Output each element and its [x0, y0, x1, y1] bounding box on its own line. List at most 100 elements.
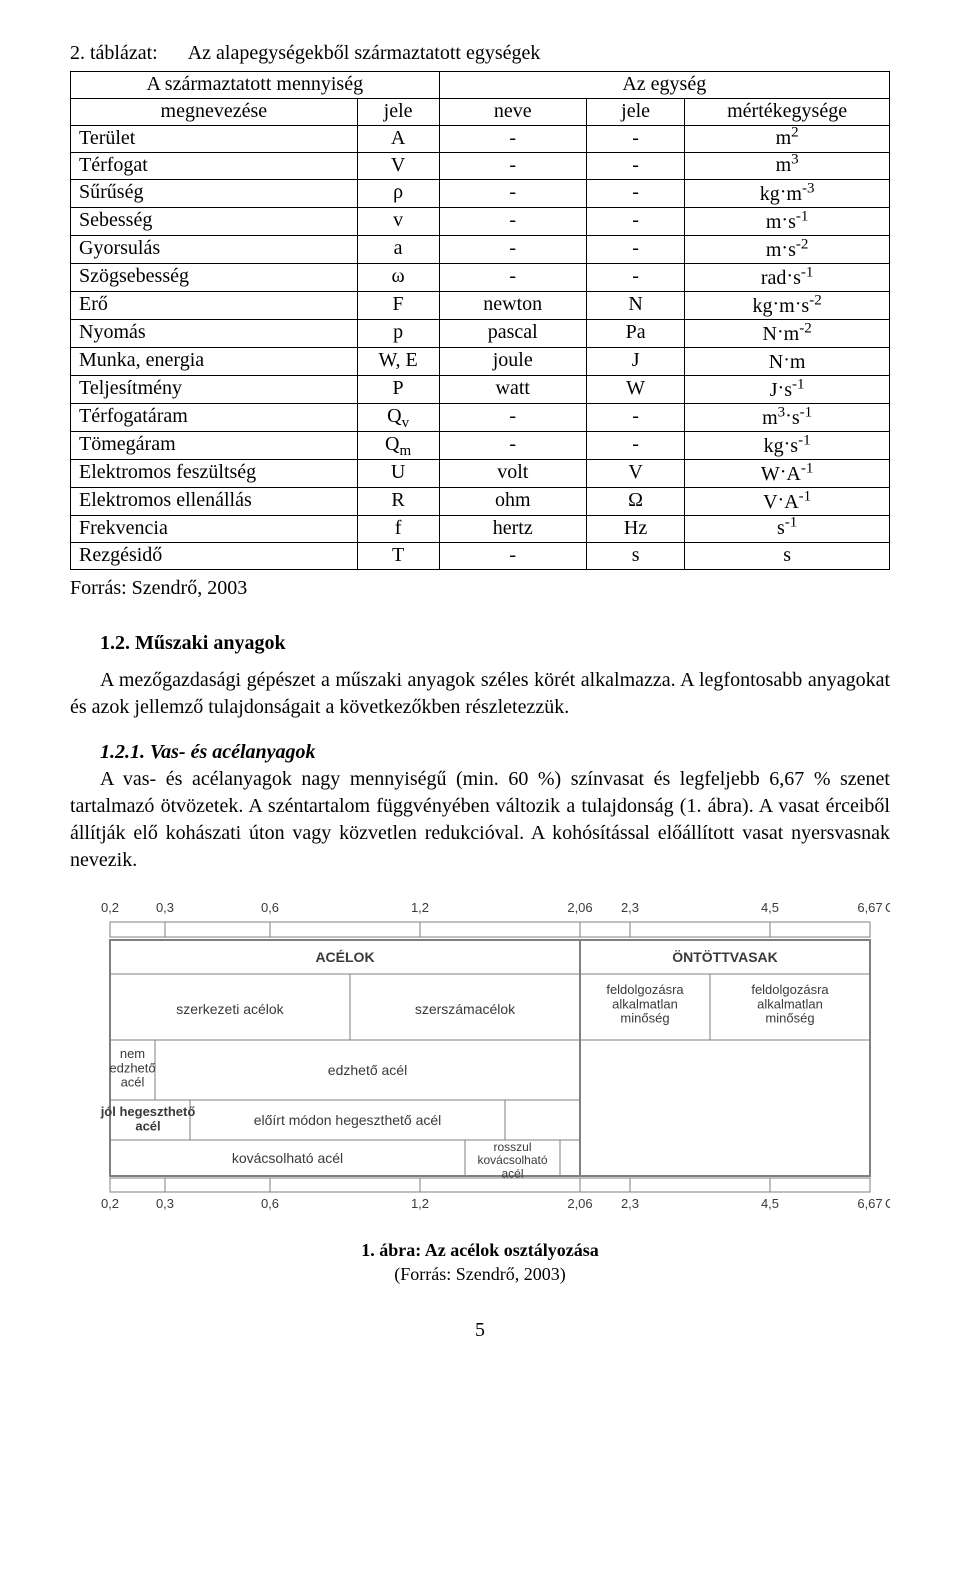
table-cell: newton: [439, 292, 586, 320]
svg-text:szerkezeti acélok: szerkezeti acélok: [176, 1001, 284, 1017]
table-cell: -: [439, 153, 586, 180]
table-cell: F: [357, 292, 439, 320]
table-cell: -: [439, 236, 586, 264]
table-cell: Frekvencia: [71, 516, 358, 543]
table-cell: N·m: [685, 348, 890, 376]
table-row: Sűrűségρ--kg·m-3: [71, 180, 890, 208]
svg-text:ACÉLOK: ACÉLOK: [315, 949, 374, 965]
table-cell: Qm: [357, 432, 439, 460]
table-cell: s: [685, 543, 890, 570]
table-cell: pascal: [439, 320, 586, 348]
svg-text:0,2: 0,2: [101, 900, 119, 915]
svg-text:ÖNTÖTTVASAK: ÖNTÖTTVASAK: [672, 949, 778, 965]
table-row: FrekvenciafhertzHzs-1: [71, 516, 890, 543]
table-subheader: jele: [586, 99, 684, 126]
table-row: Munka, energiaW, EjouleJN·m: [71, 348, 890, 376]
table-cell: V·A-1: [685, 488, 890, 516]
svg-text:0,3: 0,3: [156, 900, 174, 915]
table-cell: kg·m-3: [685, 180, 890, 208]
table-cell: -: [439, 264, 586, 292]
table-cell: Hz: [586, 516, 684, 543]
svg-text:6,67: 6,67: [857, 900, 882, 915]
table-cell: V: [586, 460, 684, 488]
svg-text:1,2: 1,2: [411, 900, 429, 915]
svg-text:nemedzhetőacél: nemedzhetőacél: [109, 1046, 155, 1090]
table-cell: hertz: [439, 516, 586, 543]
table-caption: 2. táblázat: Az alapegységekből származt…: [70, 40, 890, 67]
subsection-heading-1-2-1: 1.2.1. Vas- és acélanyagok: [100, 739, 890, 766]
section-heading-1-2: 1.2. Műszaki anyagok: [100, 630, 890, 657]
svg-text:2,3: 2,3: [621, 1196, 639, 1211]
paragraph-materials-intro: A mezőgazdasági gépészet a műszaki anyag…: [70, 667, 890, 721]
svg-text:C [%]: C [%]: [885, 1196, 890, 1211]
svg-text:4,5: 4,5: [761, 900, 779, 915]
table-row: Elektromos feszültségUvoltVW·A-1: [71, 460, 890, 488]
table-cell: Gyorsulás: [71, 236, 358, 264]
derived-units-table-block: 2. táblázat: Az alapegységekből származt…: [70, 40, 890, 570]
table-cell: -: [586, 264, 684, 292]
table-cell: -: [439, 180, 586, 208]
figure-caption: 1. ábra: Az acélok osztályozása: [361, 1240, 598, 1260]
figure-svg: 0,20,30,61,22,062,34,56,67C [%]ACÉLOKÖNT…: [70, 892, 890, 1232]
table-cell: ohm: [439, 488, 586, 516]
table-cell: -: [439, 432, 586, 460]
svg-text:jól hegeszthetőacél: jól hegeszthetőacél: [100, 1104, 196, 1133]
table-cell: Munka, energia: [71, 348, 358, 376]
table-cell: kg·m·s-2: [685, 292, 890, 320]
table-row: TérfogatáramQv--m3·s-1: [71, 404, 890, 432]
table-caption-text: Az alapegységekből származtatott egysége…: [188, 40, 541, 67]
table-cell: s: [586, 543, 684, 570]
table-cell: Nyomás: [71, 320, 358, 348]
table-cell: Pa: [586, 320, 684, 348]
table-row: Elektromos ellenállásRohmΩV·A-1: [71, 488, 890, 516]
table-cell: Qv: [357, 404, 439, 432]
svg-text:2,3: 2,3: [621, 900, 639, 915]
table-row: Szögsebességω--rad·s-1: [71, 264, 890, 292]
table-cell: J: [586, 348, 684, 376]
table-cell: v: [357, 208, 439, 236]
table-cell: -: [586, 236, 684, 264]
table-row: NyomásppascalPaN·m-2: [71, 320, 890, 348]
table-row: ErőFnewtonNkg·m·s-2: [71, 292, 890, 320]
svg-text:szerszámacélok: szerszámacélok: [415, 1001, 516, 1017]
table-cell: m3: [685, 153, 890, 180]
table-cell: m2: [685, 126, 890, 153]
svg-text:0,2: 0,2: [101, 1196, 119, 1211]
table-cell: T: [357, 543, 439, 570]
table-cell: Rezgésidő: [71, 543, 358, 570]
table-cell: Sűrűség: [71, 180, 358, 208]
table-cell: W, E: [357, 348, 439, 376]
svg-text:4,5: 4,5: [761, 1196, 779, 1211]
svg-text:előírt módon hegeszthető acél: előírt módon hegeszthető acél: [254, 1112, 442, 1128]
table-cell: Térfogat: [71, 153, 358, 180]
table-cell: W·A-1: [685, 460, 890, 488]
table-cell: -: [586, 126, 684, 153]
table-cell: f: [357, 516, 439, 543]
table-header-unit: Az egység: [439, 72, 889, 99]
derived-units-table: A származtatott mennyiségAz egységmegnev…: [70, 71, 890, 570]
table-cell: N: [586, 292, 684, 320]
svg-text:feldolgozásraalkalmatlanminősé: feldolgozásraalkalmatlanminőség: [606, 982, 684, 1026]
table-cell: kg·s-1: [685, 432, 890, 460]
table-cell: -: [439, 208, 586, 236]
table-cell: Terület: [71, 126, 358, 153]
figure-1-steel-classification: 0,20,30,61,22,062,34,56,67C [%]ACÉLOKÖNT…: [70, 892, 890, 1232]
table-cell: Erő: [71, 292, 358, 320]
table-cell: U: [357, 460, 439, 488]
table-cell: Térfogatáram: [71, 404, 358, 432]
svg-text:0,6: 0,6: [261, 1196, 279, 1211]
table-cell: Elektromos ellenállás: [71, 488, 358, 516]
table-cell: Ω: [586, 488, 684, 516]
table-cell: volt: [439, 460, 586, 488]
table-cell: -: [439, 404, 586, 432]
table-cell: Teljesítmény: [71, 376, 358, 404]
svg-text:1,2: 1,2: [411, 1196, 429, 1211]
table-cell: V: [357, 153, 439, 180]
table-cell: watt: [439, 376, 586, 404]
table-row: Sebességv--m·s-1: [71, 208, 890, 236]
table-row: TömegáramQm--kg·s-1: [71, 432, 890, 460]
table-cell: Elektromos feszültség: [71, 460, 358, 488]
table-cell: m·s-2: [685, 236, 890, 264]
table-cell: -: [439, 543, 586, 570]
table-cell: -: [586, 180, 684, 208]
